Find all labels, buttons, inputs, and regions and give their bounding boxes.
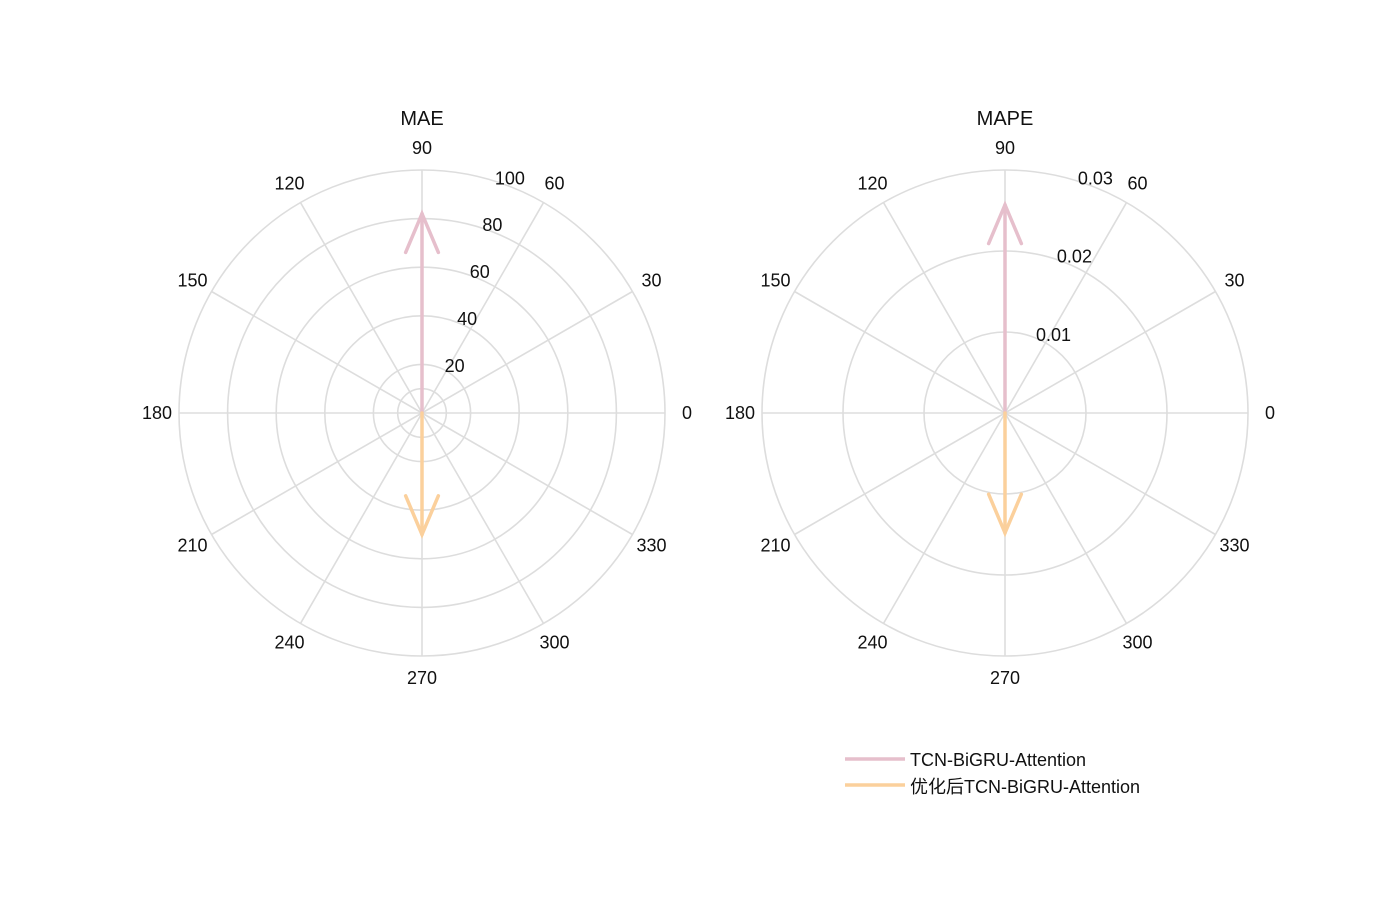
mape-spoke [1004, 412, 1216, 536]
mape-arrow-tcn-bigru-attention-1 [986, 411, 1024, 538]
mape-arrow-head [986, 492, 1024, 538]
legend: TCN-BiGRU-Attention 优化后TCN-BiGRU-Attenti… [845, 750, 1140, 797]
mae-radius-label: 100 [495, 168, 525, 188]
mape-angle-label-270: 270 [990, 668, 1020, 688]
mape-arrow-tcn-bigru-attention-0 [986, 200, 1024, 415]
mae-angle-label-30: 30 [641, 271, 661, 291]
mape-radius-label: 0.01 [1036, 325, 1071, 345]
mae-angle-label-210: 210 [177, 536, 207, 556]
mae-chart-title: MAE [400, 108, 443, 130]
mae-radius-label: 40 [457, 309, 477, 329]
mae-arrow-head [403, 209, 441, 255]
mape-angle-label-60: 60 [1127, 174, 1147, 194]
mape-angle-label-120: 120 [857, 174, 887, 194]
legend-label-optimized-tcn-bigru-attention: 优化后TCN-BiGRU-Attention [910, 777, 1140, 797]
mape-angle-label-150: 150 [760, 271, 790, 291]
mape-spoke [1004, 202, 1128, 414]
mae-arrow-tcn-bigru-attention-1 [403, 411, 441, 539]
mae-angle-label-120: 120 [274, 174, 304, 194]
mae-angle-label-60: 60 [544, 174, 564, 194]
mae-radius-label: 20 [445, 356, 465, 376]
mape-spoke [794, 290, 1006, 414]
mae-angle-label-150: 150 [177, 271, 207, 291]
mae-spoke [211, 290, 423, 414]
mae-angle-label-270: 270 [407, 668, 437, 688]
mape-angle-label-90: 90 [995, 138, 1015, 158]
mae-angle-label-240: 240 [274, 632, 304, 652]
mae-angle-label-300: 300 [539, 632, 569, 652]
mae-spoke [421, 202, 545, 414]
mae-angle-label-90: 90 [412, 138, 432, 158]
mae-spoke [211, 412, 423, 536]
mae-spoke [299, 412, 423, 624]
legend-label-tcn-bigru-attention: TCN-BiGRU-Attention [910, 750, 1086, 770]
mae-spoke [421, 412, 545, 624]
mae-angle-label-180: 180 [142, 403, 172, 423]
mape-spoke [882, 412, 1006, 624]
mae-arrow-head [403, 494, 441, 539]
mape-angle-label-240: 240 [857, 632, 887, 652]
mae-compass-chart: 0 30 60 90 120 150 180 210 240 270 300 330 20 40 60 80 1… [142, 108, 692, 688]
mape-spoke [1004, 412, 1128, 624]
mae-spoke [421, 290, 633, 414]
mape-angle-label-330: 330 [1219, 536, 1249, 556]
mape-angle-label-300: 300 [1122, 632, 1152, 652]
mae-angle-label-0: 0 [682, 403, 692, 423]
mape-chart-title: MAPE [977, 108, 1034, 130]
mape-spoke [794, 412, 1006, 536]
mape-angle-label-180: 180 [725, 403, 755, 423]
mape-angle-label-210: 210 [760, 536, 790, 556]
mae-spoke [299, 202, 423, 414]
mae-angle-label-330: 330 [636, 536, 666, 556]
mape-arrow-head [986, 200, 1024, 246]
mae-arrow-tcn-bigru-attention-0 [403, 209, 441, 415]
mae-radius-label: 80 [482, 215, 502, 235]
mape-spoke [882, 202, 1006, 414]
mape-compass-chart: 0 30 60 90 120 150 180 210 240 270 300 330 0.01 0.02 0… [725, 108, 1275, 688]
mape-angle-label-30: 30 [1224, 271, 1244, 291]
mae-spoke [421, 412, 633, 536]
mape-spoke [1004, 290, 1216, 414]
mape-angle-label-0: 0 [1265, 403, 1275, 423]
mape-radius-label: 0.03 [1078, 168, 1113, 188]
mae-radius-label: 60 [470, 262, 490, 282]
mape-radius-label: 0.02 [1057, 247, 1092, 267]
